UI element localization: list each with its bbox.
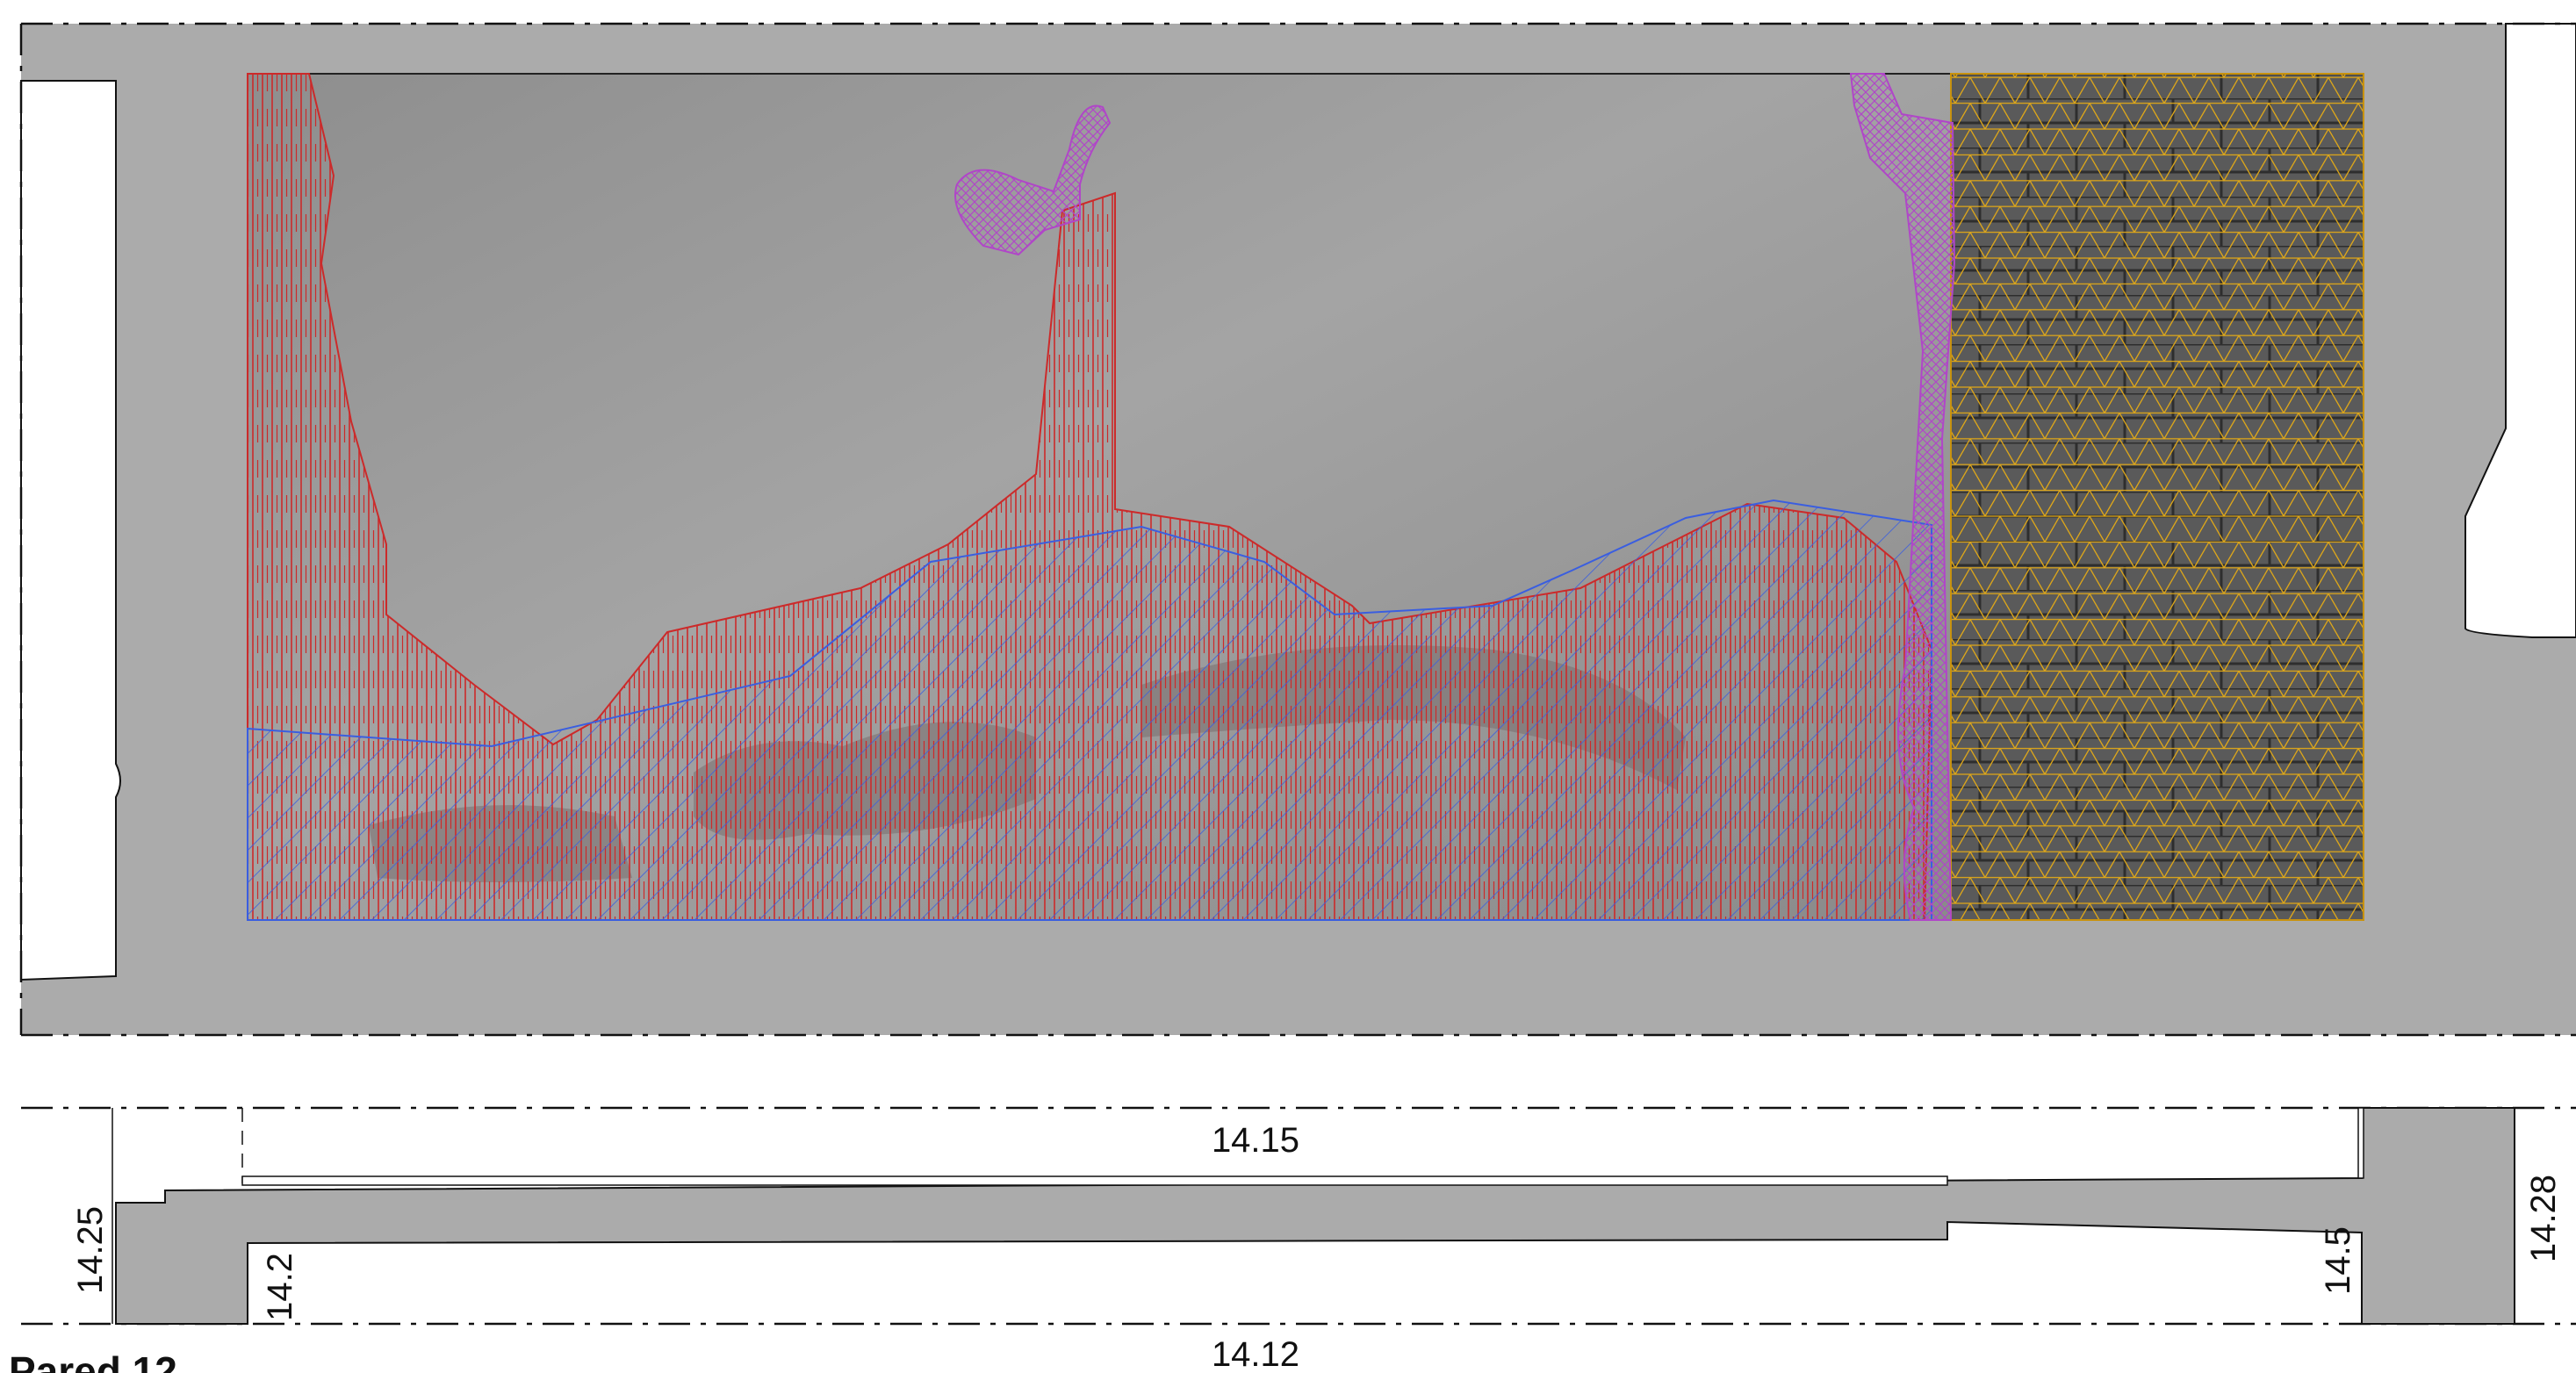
dimension-top-length: 14.15 [1212,1121,1299,1160]
section-wall-fill [115,1107,2515,1325]
purple-hatch-zone-right [1849,73,1956,921]
dimension-left-height: 14.25 [71,1206,110,1294]
left-jamb [20,80,121,981]
dimension-inner-left: 14.2 [261,1253,299,1321]
dimension-inner-right: 14.5 [2319,1226,2357,1295]
purple-hatch-zone-top [954,104,1112,256]
right-jamb [2464,23,2576,638]
dimension-right-height: 14.28 [2524,1175,2563,1262]
dimension-bottom-length: 14.12 [1212,1335,1299,1373]
yellow-hatch-zone [1950,73,2364,921]
section-view [21,1106,2576,1326]
drawing-title: Pared 12 [9,1348,177,1373]
elevation-view [19,22,2576,1037]
